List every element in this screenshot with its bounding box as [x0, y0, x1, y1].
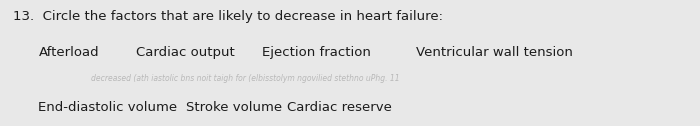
Text: End-diastolic volume: End-diastolic volume	[38, 101, 178, 114]
Text: 13.  Circle the factors that are likely to decrease in heart failure:: 13. Circle the factors that are likely t…	[13, 10, 442, 23]
Text: Ejection fraction: Ejection fraction	[262, 46, 372, 59]
Text: Ventricular wall tension: Ventricular wall tension	[416, 46, 573, 59]
Text: decreased (ath iastolic bns noit taigh for (elbisstolym ngovilied stethno uPhg. : decreased (ath iastolic bns noit taigh f…	[91, 74, 400, 83]
Text: Cardiac reserve: Cardiac reserve	[287, 101, 392, 114]
Text: Stroke volume: Stroke volume	[186, 101, 281, 114]
Text: Cardiac output: Cardiac output	[136, 46, 235, 59]
Text: Afterload: Afterload	[38, 46, 99, 59]
